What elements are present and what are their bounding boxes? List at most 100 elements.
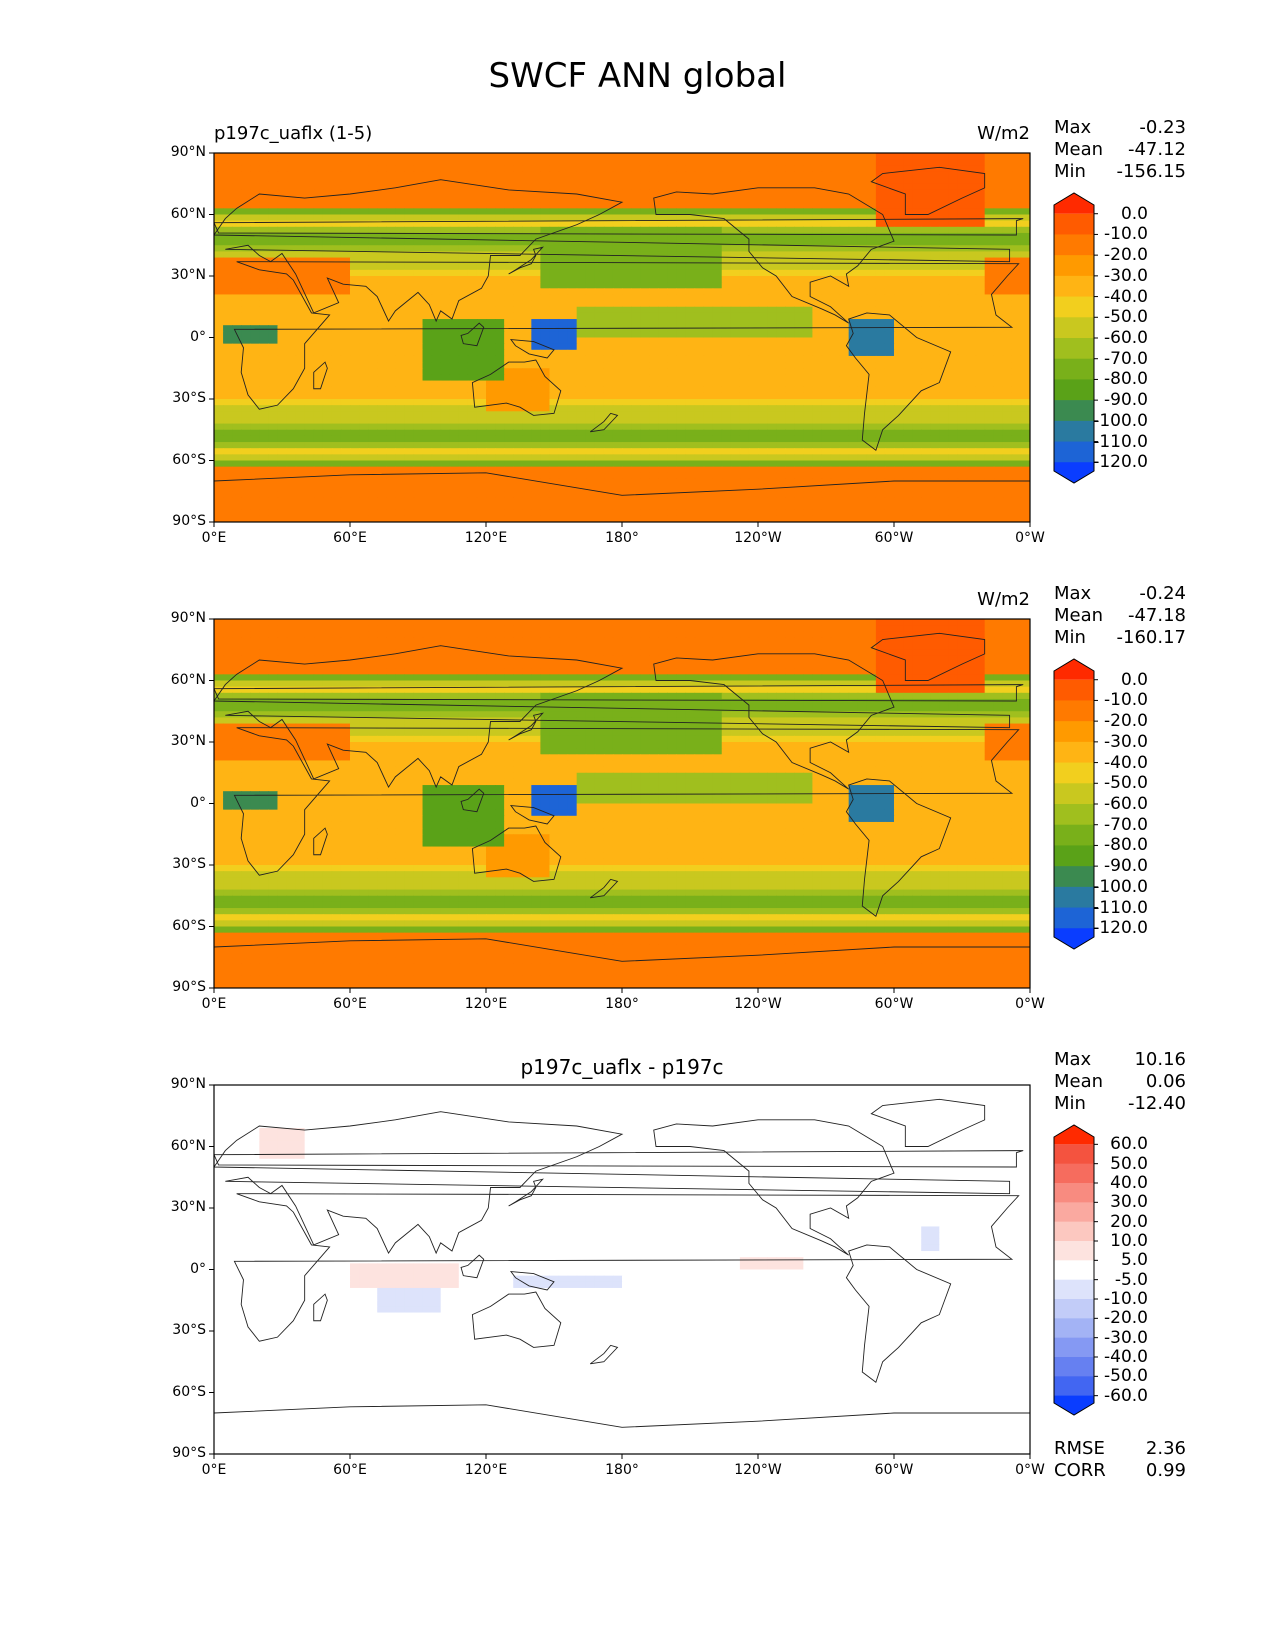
colorbar-label: -90.0 — [1104, 856, 1148, 877]
colorbar-segment — [1054, 1357, 1094, 1377]
ytick-label: 90°N — [170, 1076, 206, 1092]
coastline-japan — [508, 246, 544, 275]
colorbar-segment — [1054, 379, 1094, 401]
map-panel-test — [209, 152, 1098, 527]
ytick-label: 30°S — [172, 856, 206, 872]
ytick-label: 90°S — [172, 513, 206, 529]
colorbar-segment — [1054, 1144, 1094, 1165]
xtick-label: 60°W — [874, 530, 914, 546]
ytick-label: 0° — [190, 1260, 206, 1277]
colorbar-segment — [1054, 721, 1094, 743]
xtick-label: 0°E — [201, 1462, 227, 1478]
coastline-africa — [233, 1193, 1020, 1342]
xtick-label: 120°W — [734, 530, 782, 546]
colorbar-label: -30.0 — [1104, 265, 1148, 286]
colorbar-segment — [1054, 928, 1094, 949]
colorbar-label: 50.0 — [1110, 1153, 1148, 1174]
xtick-label: 180° — [605, 1462, 639, 1478]
xtick-label: 120°E — [464, 530, 508, 546]
colorbar-label: -30.0 — [1104, 731, 1148, 752]
stat-value-mean: -47.12 — [1127, 139, 1186, 160]
colorbar — [1053, 658, 1098, 950]
coastline-samerica — [845, 312, 952, 451]
ytick-label: 60°N — [170, 205, 206, 222]
stat-label-max: Max — [1054, 117, 1092, 138]
panel-title: p197c_uaflx (1-5) — [214, 123, 373, 144]
colorbar-label: -90.0 — [1104, 390, 1148, 411]
colorbar-label: 60.0 — [1110, 1134, 1148, 1155]
colorbar-segment — [1054, 1318, 1094, 1339]
colorbar-label: -60.0 — [1104, 328, 1148, 348]
colorbar-segment — [1054, 866, 1094, 888]
colorbar-label: -40.0 — [1104, 1347, 1148, 1367]
stat-value-max: -0.23 — [1139, 117, 1186, 138]
stat-label-min: Min — [1054, 627, 1086, 648]
colorbar-segment — [1054, 1183, 1094, 1203]
ytick-label: 90°S — [172, 1445, 206, 1461]
coastline-samerica — [845, 1244, 952, 1383]
colorbar-segment — [1054, 441, 1094, 463]
coastline-japan — [508, 712, 544, 741]
ytick-label: 0° — [190, 328, 206, 345]
colorbar-segment — [1054, 296, 1094, 318]
colorbar-label: -40.0 — [1104, 752, 1148, 773]
coastline-madagascar — [313, 1293, 328, 1322]
colorbar-segment — [1054, 700, 1094, 722]
ytick-label: 60°S — [172, 1383, 206, 1400]
colorbar-label: -70.0 — [1104, 348, 1148, 369]
colorbar-segment — [1054, 1260, 1094, 1281]
colorbar-label: -80.0 — [1104, 369, 1148, 390]
metric-label-rmse: RMSE — [1054, 1438, 1105, 1459]
colorbar-outline — [1053, 1124, 1095, 1416]
colorbar-label: -50.0 — [1104, 773, 1148, 794]
colorbar-label: -10.0 — [1104, 224, 1148, 245]
coastline-antarctica — [214, 1404, 1030, 1428]
colorbar-segment — [1054, 275, 1094, 297]
colorbar-segment — [1054, 783, 1094, 805]
colorbar-label: -120.0 — [1093, 452, 1148, 473]
ytick-label: 90°N — [170, 610, 206, 626]
ytick-label: 90°S — [172, 979, 206, 995]
stat-label-min: Min — [1054, 161, 1086, 182]
coastline-japan — [508, 1178, 544, 1207]
colorbar-label: -60.0 — [1104, 1385, 1148, 1406]
colorbar-segment — [1054, 659, 1094, 680]
colorbar-label: 40.0 — [1110, 1173, 1148, 1193]
colorbar-segment — [1054, 213, 1094, 235]
xtick-label: 180° — [605, 530, 639, 546]
coastline-madagascar — [313, 361, 328, 390]
colorbar-outline — [1053, 192, 1095, 484]
colorbar-label: -50.0 — [1104, 307, 1148, 328]
coastline-borneo — [460, 788, 485, 813]
coastline-newguinea — [509, 1271, 555, 1291]
colorbar-segment — [1054, 1395, 1094, 1415]
colorbar-segment — [1054, 1221, 1094, 1242]
colorbar-label: -20.0 — [1104, 245, 1148, 266]
colorbar-segment — [1054, 762, 1094, 784]
field-raster — [214, 153, 1030, 522]
xtick-label: 0°E — [201, 530, 227, 546]
colorbar-segment — [1054, 193, 1094, 214]
field-raster — [214, 1085, 1030, 1454]
coastline-namerica — [653, 653, 895, 790]
colorbar-segment — [1054, 679, 1094, 701]
coastline-greenland — [870, 632, 986, 681]
colorbar-segment — [1054, 420, 1094, 442]
coastline-nz — [589, 878, 619, 899]
coastline-nz — [589, 412, 619, 433]
coastline-namerica — [653, 187, 895, 324]
coastline-uk — [214, 684, 1024, 702]
colorbar — [1053, 1124, 1098, 1416]
coastline-uk — [214, 1150, 1024, 1168]
coastline-australia — [471, 825, 562, 882]
colorbar-outline — [1053, 658, 1095, 950]
units-label: W/m2 — [977, 123, 1030, 144]
coastline-africa — [233, 727, 1020, 876]
ytick-label: 30°S — [172, 1322, 206, 1338]
colorbar-segment — [1054, 400, 1094, 422]
ytick-label: 30°N — [170, 1199, 206, 1215]
colorbar-label: -20.0 — [1104, 711, 1148, 732]
colorbar-label: -100.0 — [1093, 410, 1148, 431]
ytick-label: 0° — [190, 794, 206, 811]
metric-value-corr: 0.99 — [1145, 1460, 1186, 1481]
